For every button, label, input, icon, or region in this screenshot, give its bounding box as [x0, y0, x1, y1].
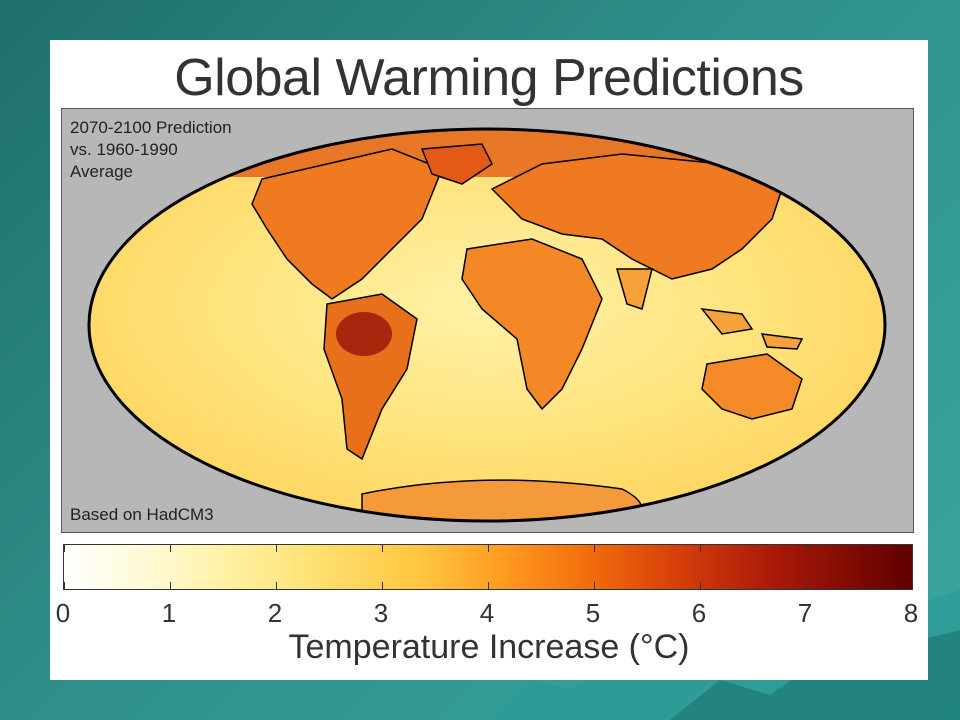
colorbar-tick-label: 2 [267, 598, 283, 628]
figure-card: Global Warming Predictions [50, 40, 928, 680]
colorbar-tick-labels: 0 1 2 3 4 5 6 7 8 [56, 598, 918, 628]
colorbar-tick-top [382, 545, 383, 552]
colorbar-tick-label: 0 [55, 598, 71, 628]
colorbar-tick-label: 4 [479, 598, 495, 628]
southeast-asia-islands [700, 308, 804, 350]
period-line-1: 2070-2100 Prediction [70, 118, 232, 137]
colorbar-tick-label: 1 [161, 598, 177, 628]
colorbar-tick-bottom [594, 582, 595, 589]
colorbar-tick-top [170, 545, 171, 552]
model-label: Based on HadCM3 [70, 505, 214, 524]
map-frame: 2070-2100 Prediction vs. 1960-1990 Avera… [61, 108, 914, 533]
colorbar-tick-label: 5 [585, 598, 601, 628]
colorbar-tick-bottom [276, 582, 277, 589]
amazon-hotspot [336, 312, 392, 356]
colorbar-tick-bottom [912, 582, 913, 589]
australia-shape [701, 353, 803, 420]
greenland-shape [420, 143, 493, 185]
eurasia-shape [490, 153, 783, 280]
colorbar-tick-bottom [806, 582, 807, 589]
colorbar-tick-label: 6 [691, 598, 707, 628]
figure-title: Global Warming Predictions [174, 49, 804, 107]
africa-shape [461, 238, 603, 411]
colorbar-tick-top [594, 545, 595, 552]
colorbar-tick-top [488, 545, 489, 552]
colorbar-tick-bottom [700, 582, 701, 589]
colorbar-tick-bottom [64, 582, 65, 589]
colorbar-tick-label: 7 [797, 598, 813, 628]
colorbar [63, 544, 913, 590]
colorbar-tick-top [806, 545, 807, 552]
india-shape [616, 268, 653, 310]
period-line-2: vs. 1960-1990 [70, 140, 178, 159]
colorbar-tick-bottom [488, 582, 489, 589]
colorbar-tick-top [64, 545, 65, 552]
globe-outline [87, 127, 887, 523]
period-line-3: Average [70, 162, 134, 181]
period-label: 2070-2100 Prediction vs. 1960-1990 Avera… [70, 117, 232, 183]
colorbar-tick-top [700, 545, 701, 552]
colorbar-axis-label: Temperature Increase (°C) [288, 628, 690, 666]
world-map [87, 127, 887, 523]
colorbar-tick-bottom [170, 582, 171, 589]
colorbar-tick-label: 3 [373, 598, 389, 628]
colorbar-tick-label: 8 [903, 598, 919, 628]
colorbar-tick-top [912, 545, 913, 552]
colorbar-tick-bottom [382, 582, 383, 589]
colorbar-tick-top [276, 545, 277, 552]
